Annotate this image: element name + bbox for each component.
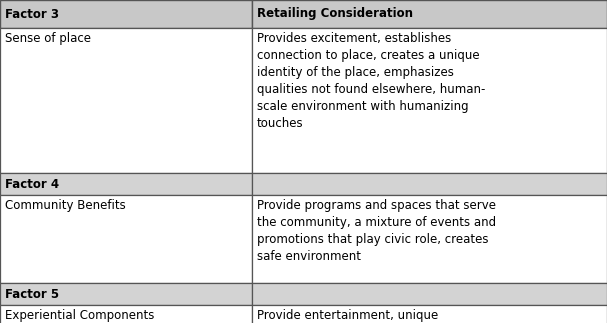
Text: Factor 5: Factor 5 [5,287,59,300]
Bar [0,0,252,28]
Bar [0,305,252,323]
Bar [0,283,252,305]
Bar [252,283,607,305]
Text: Community Benefits: Community Benefits [5,199,126,212]
Bar [0,28,252,173]
Text: Retailing Consideration: Retailing Consideration [257,7,413,20]
Bar [0,195,252,283]
Text: Factor 4: Factor 4 [5,178,59,191]
Bar [252,195,607,283]
Text: Provides excitement, establishes
connection to place, creates a unique
identity : Provides excitement, establishes connect… [257,32,485,130]
Text: Sense of place: Sense of place [5,32,91,45]
Bar [252,0,607,28]
Bar [0,173,252,195]
Text: Provide entertainment, unique
experiences, interactive environments: Provide entertainment, unique experience… [257,309,485,323]
Bar [252,28,607,173]
Text: Provide programs and spaces that serve
the community, a mixture of events and
pr: Provide programs and spaces that serve t… [257,199,496,263]
Text: Experiential Components: Experiential Components [5,309,154,322]
Bar [252,305,607,323]
Bar [252,173,607,195]
Text: Factor 3: Factor 3 [5,7,59,20]
